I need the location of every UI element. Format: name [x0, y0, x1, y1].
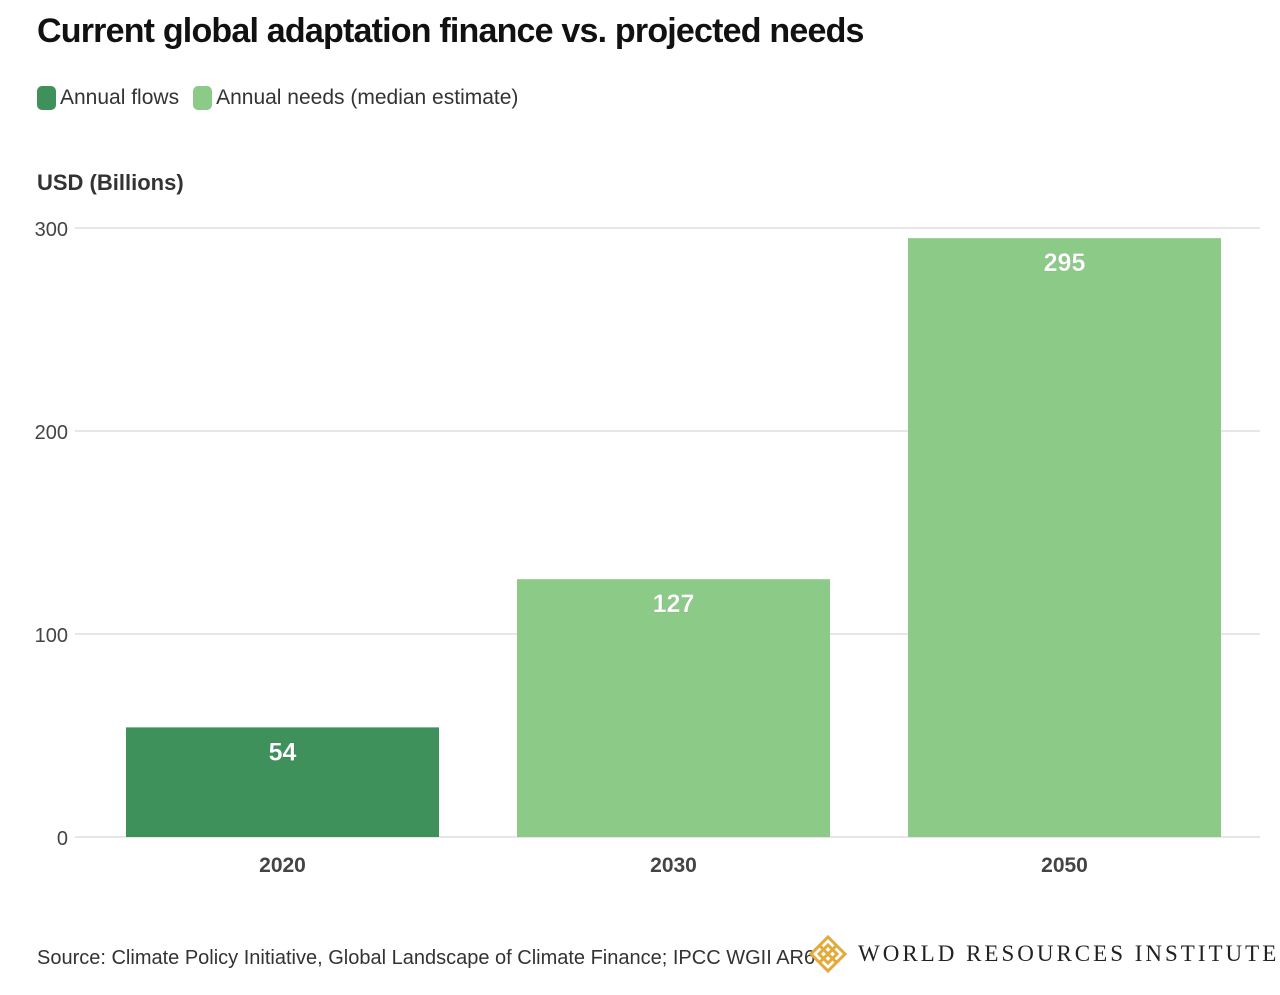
data-label-2030: 127 — [653, 590, 695, 618]
y-tick-label: 100 — [35, 625, 68, 647]
legend-item-annual-needs: Annual needs (median estimate) — [193, 86, 518, 110]
x-tick-label: 2050 — [1041, 854, 1088, 877]
legend-swatch-annual-needs — [193, 86, 213, 110]
brand-logo: WORLD RESOURCES INSTITUTE — [808, 934, 1279, 974]
x-tick-label: 2020 — [259, 854, 306, 877]
legend-label-annual-flows: Annual flows — [60, 86, 180, 109]
y-tick-label: 300 — [35, 219, 68, 241]
y-tick-label: 0 — [57, 828, 68, 850]
y-axis-label: USD (Billions) — [37, 170, 184, 195]
legend-swatch-annual-flows — [37, 86, 56, 110]
data-label-2020: 54 — [269, 738, 297, 766]
bar-2020 — [126, 727, 439, 837]
data-label-2050: 295 — [1044, 249, 1086, 277]
x-tick-label: 2030 — [650, 854, 697, 877]
chart-title: Current global adaptation finance vs. pr… — [37, 12, 864, 50]
legend: Annual flows Annual needs (median estima… — [37, 86, 532, 110]
y-tick-label: 200 — [35, 422, 68, 444]
source-note: Source: Climate Policy Initiative, Globa… — [37, 947, 816, 969]
bar-2030 — [517, 579, 830, 837]
wri-logo-icon — [808, 934, 848, 974]
legend-label-annual-needs: Annual needs (median estimate) — [216, 86, 519, 109]
brand-name: WORLD RESOURCES INSTITUTE — [858, 941, 1280, 966]
legend-item-annual-flows: Annual flows — [37, 86, 179, 110]
bar-2050 — [908, 238, 1221, 837]
